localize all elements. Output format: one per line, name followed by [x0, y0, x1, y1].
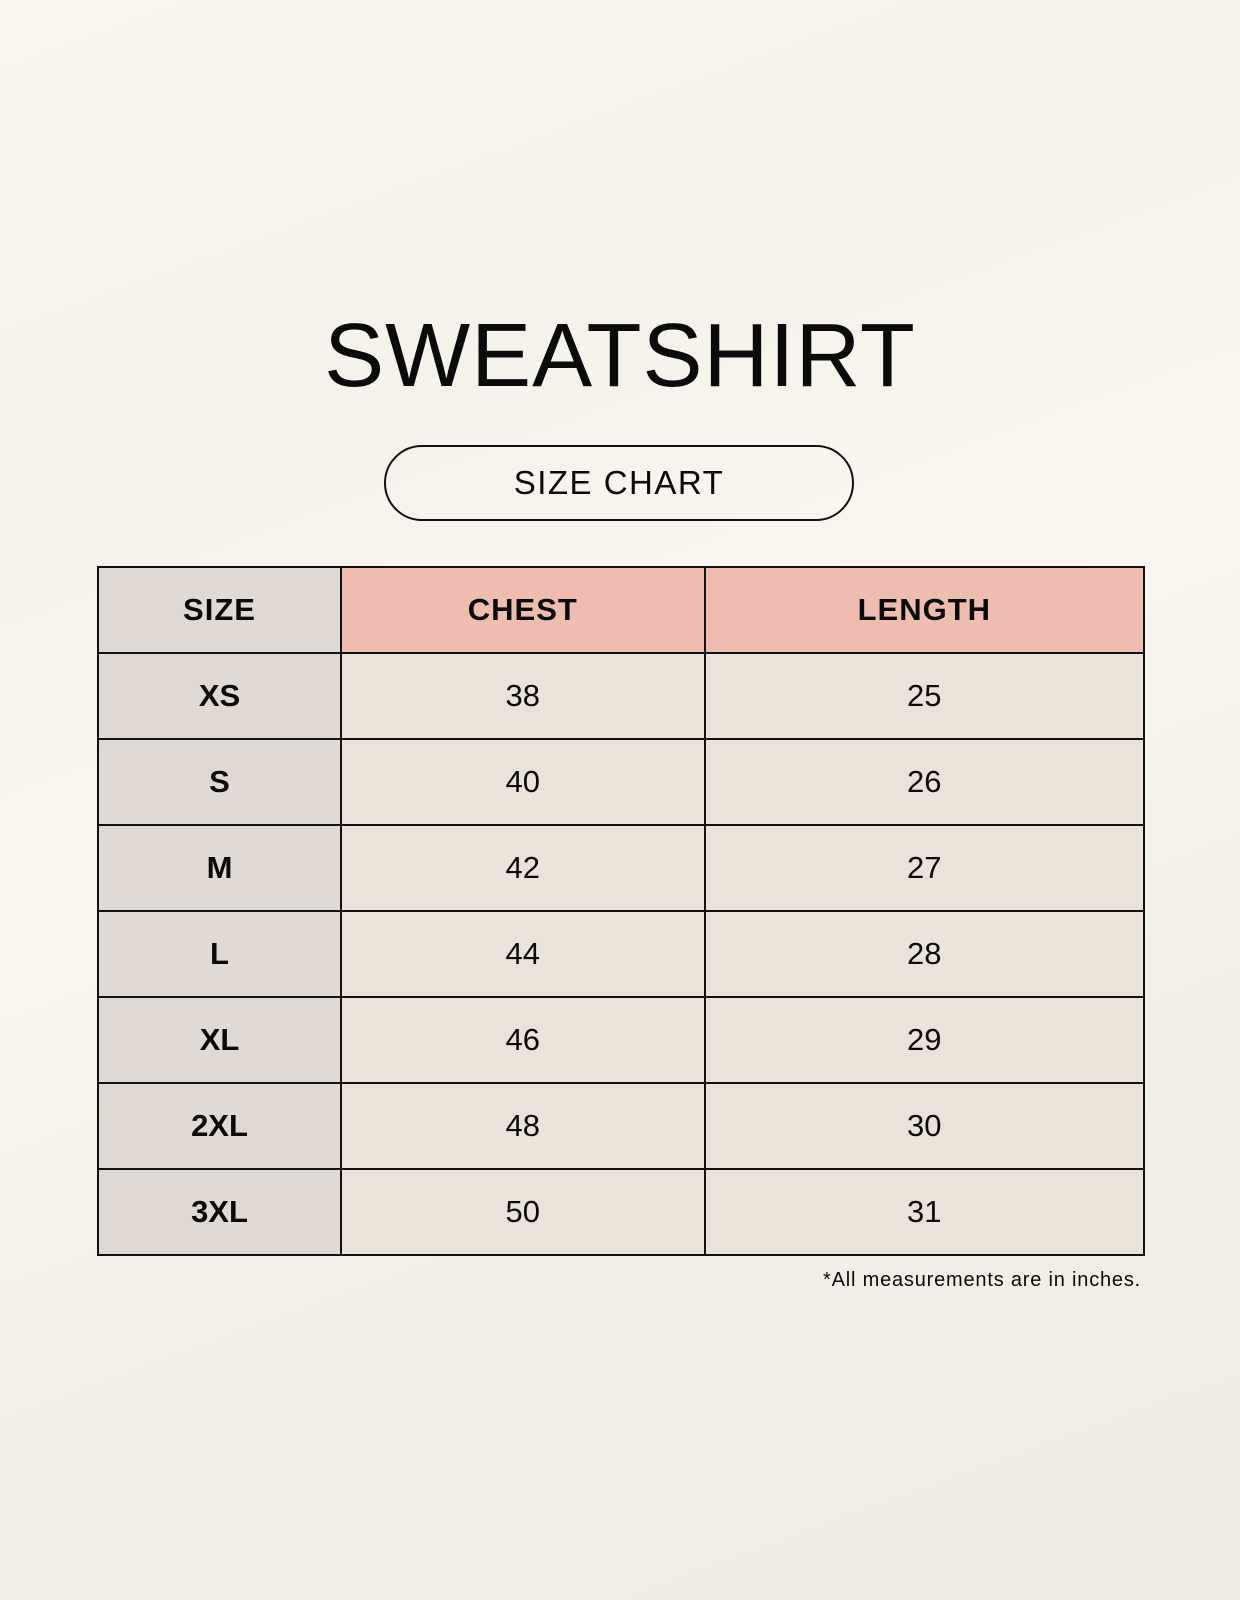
cell-length: 26: [703, 738, 1146, 826]
header-length: LENGTH: [703, 566, 1146, 654]
cell-length: 30: [703, 1082, 1146, 1170]
cell-chest: 46: [340, 996, 706, 1084]
cell-length: 25: [703, 652, 1146, 740]
size-table: SIZE CHEST LENGTH XS 38 25 S 40 26 M 42 27 L 44 28 X…: [97, 566, 1146, 1256]
cell-length: 29: [703, 996, 1146, 1084]
table-row: XS 38 25: [97, 652, 1146, 740]
cell-length: 28: [703, 910, 1146, 998]
header-size: SIZE: [97, 566, 342, 654]
table-row: 2XL 48 30: [97, 1082, 1146, 1170]
cell-size: 3XL: [97, 1168, 342, 1256]
cell-size: 2XL: [97, 1082, 342, 1170]
cell-length: 27: [703, 824, 1146, 912]
table-row: L 44 28: [97, 910, 1146, 998]
cell-chest: 38: [340, 652, 706, 740]
size-chart-badge: SIZE CHART: [384, 445, 854, 521]
page-title: SWEATSHIRT: [324, 306, 916, 406]
cell-chest: 48: [340, 1082, 706, 1170]
header-chest: CHEST: [340, 566, 706, 654]
cell-size: M: [97, 824, 342, 912]
footnote: *All measurements are in inches.: [823, 1269, 1141, 1291]
cell-chest: 40: [340, 738, 706, 826]
cell-size: S: [97, 738, 342, 826]
table-header-row: SIZE CHEST LENGTH: [97, 566, 1146, 654]
cell-size: XS: [97, 652, 342, 740]
cell-chest: 44: [340, 910, 706, 998]
table-row: 3XL 50 31: [97, 1168, 1146, 1256]
table-row: M 42 27: [97, 824, 1146, 912]
cell-chest: 50: [340, 1168, 706, 1256]
cell-length: 31: [703, 1168, 1146, 1256]
cell-size: XL: [97, 996, 342, 1084]
table-row: S 40 26: [97, 738, 1146, 826]
cell-chest: 42: [340, 824, 706, 912]
cell-size: L: [97, 910, 342, 998]
table-row: XL 46 29: [97, 996, 1146, 1084]
